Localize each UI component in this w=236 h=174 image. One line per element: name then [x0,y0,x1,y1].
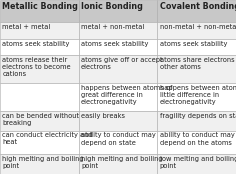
Text: atoms give off or accept
electrons: atoms give off or accept electrons [81,57,163,70]
Text: happens between atoms of
great difference in
electronegativity: happens between atoms of great differenc… [81,85,173,105]
Text: ability to conduct may
depend on the atoms: ability to conduct may depend on the ato… [160,132,234,145]
Bar [0,154,79,174]
Bar [79,22,157,39]
Text: Covalent Bonding: Covalent Bonding [160,2,236,11]
Text: atoms seek stability: atoms seek stability [3,41,70,47]
Text: atoms share electrons with
other atoms: atoms share electrons with other atoms [160,57,236,70]
Bar [157,55,236,83]
Bar [0,22,79,39]
Bar [79,111,157,130]
Text: can conduct electricity and
heat: can conduct electricity and heat [3,132,93,145]
Bar [0,111,79,130]
Bar [157,83,236,111]
Bar [79,130,157,154]
Text: can be bended without
breaking: can be bended without breaking [3,113,80,126]
Bar [157,0,236,22]
Text: atoms seek stability: atoms seek stability [160,41,227,47]
Bar [157,130,236,154]
Text: ability to conduct may
depend on state: ability to conduct may depend on state [81,132,156,145]
Bar [157,154,236,174]
Text: metal + non-metal: metal + non-metal [81,24,144,30]
Bar [79,55,157,83]
Text: fragility depends on state: fragility depends on state [160,113,236,119]
Bar [0,55,79,83]
Bar [157,39,236,55]
Bar [0,130,79,154]
Text: high melting and boiling
point: high melting and boiling point [81,156,163,169]
Text: atoms seek stability: atoms seek stability [81,41,148,47]
Text: non-metal + non-metal: non-metal + non-metal [160,24,236,30]
Bar [0,39,79,55]
Bar [0,83,79,111]
Text: atoms release their
electrons to become
cations: atoms release their electrons to become … [3,57,71,77]
Bar [79,39,157,55]
Bar [79,83,157,111]
Text: Ionic Bonding: Ionic Bonding [81,2,143,11]
Bar [157,22,236,39]
Bar [0,0,79,22]
Text: Metallic Bonding: Metallic Bonding [3,2,78,11]
Text: low melting and boiling
point: low melting and boiling point [160,156,236,169]
Bar [157,111,236,130]
Text: happens between atoms of
little difference in
electronegativity: happens between atoms of little differen… [160,85,236,105]
Text: easily breaks: easily breaks [81,113,125,119]
Bar [79,0,157,22]
Text: metal + metal: metal + metal [3,24,51,30]
Bar [79,154,157,174]
Text: high melting and boiling
point: high melting and boiling point [3,156,84,169]
